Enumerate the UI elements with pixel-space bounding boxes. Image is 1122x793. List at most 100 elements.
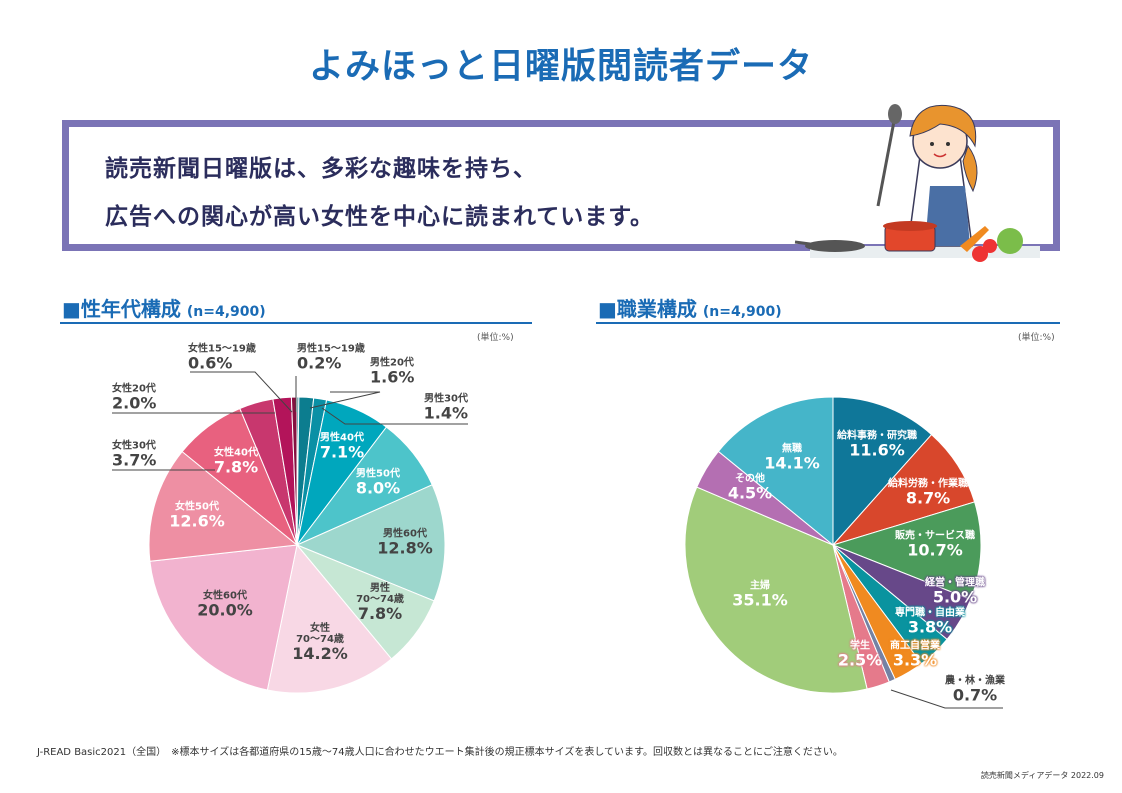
slice-label: 無職 14.1% — [764, 444, 820, 473]
slice-category: 無職 — [781, 443, 802, 455]
slice-category: 男性50代 — [356, 468, 400, 480]
slice-label: 女性 70～74歳 14.2% — [292, 623, 348, 663]
slice-category: 男性 70～74歳 — [356, 583, 404, 606]
leader-line — [309, 391, 381, 409]
slice-value: 2.0% — [112, 393, 157, 413]
slice-category: その他 — [735, 473, 765, 485]
section-divider — [60, 322, 532, 324]
pie-slice — [149, 544, 298, 691]
slice-label: 女性50代 12.6% — [169, 502, 225, 531]
slice-category: 女性50代 — [175, 501, 219, 513]
cooking-woman-illustration — [794, 104, 1040, 262]
slice-value: 7.8% — [213, 457, 259, 477]
slice-label: 商工自営業 3.3% — [890, 641, 940, 670]
slice-value: 5.0% — [932, 587, 978, 607]
slice-value: 20.0% — [197, 600, 253, 620]
unit-label: (単位:%) — [477, 333, 514, 343]
slice-value: 2.5% — [837, 650, 883, 670]
footnote: J-READ Basic2021（全国） ※標本サイズは各都道府県の15歳～74… — [37, 747, 843, 758]
slice-label: 学生 2.5% — [838, 641, 882, 670]
slice-category: 農・林・漁業 — [945, 675, 1005, 687]
pie-slice — [266, 543, 393, 694]
slice-label: 男性20代 1.6% — [370, 358, 414, 387]
slice-category: 女性40代 — [214, 447, 258, 459]
slice-category: 女性30代 — [112, 440, 156, 452]
section-divider — [596, 322, 1060, 324]
slice-value: 3.7% — [112, 450, 157, 470]
slice-label: 女性40代 7.8% — [214, 448, 258, 477]
leader-line — [321, 407, 468, 425]
slice-value: 7.1% — [319, 442, 365, 462]
slice-label: 女性20代 2.0% — [112, 384, 156, 413]
page-title: よみほっと日曜版閲読者データ — [308, 47, 813, 87]
section-title-gender-age: ■性年代構成 (n=4,900) — [62, 297, 266, 321]
message-line-2: 広告への関心が高い女性を中心に読まれています。 — [105, 204, 655, 230]
slice-value: 1.4% — [423, 403, 468, 423]
slice-category: 男性40代 — [320, 432, 364, 444]
slice-value: 0.6% — [188, 353, 233, 373]
slice-category: 男性60代 — [383, 528, 427, 540]
slice-category: 女性15～19歳 — [188, 343, 256, 355]
slice-value: 0.2% — [297, 353, 342, 373]
section-title-occupation: ■職業構成 (n=4,900) — [598, 297, 782, 321]
slice-label: 男性30代 1.4% — [424, 394, 468, 423]
slice-label: 男性 70～74歳 7.8% — [356, 583, 404, 623]
slice-category: 給料労務・作業職 — [888, 478, 968, 490]
slice-category: 専門職・自由業 — [895, 607, 965, 619]
slice-value: 3.8% — [907, 617, 953, 637]
slice-value: 10.7% — [907, 540, 963, 560]
slice-value: 35.1% — [732, 590, 788, 610]
slice-value: 4.5% — [727, 483, 773, 503]
pie-slice — [831, 501, 982, 601]
slice-value: 11.6% — [849, 440, 905, 460]
slice-category: 給料事務・研究職 — [837, 430, 917, 442]
unit-label: (単位:%) — [1018, 333, 1055, 343]
slice-label: その他 4.5% — [728, 474, 772, 503]
slice-value: 12.6% — [169, 511, 225, 531]
slice-label: 男性40代 7.1% — [320, 433, 364, 462]
slice-category: 女性 70～74歳 — [296, 623, 344, 646]
slice-category: 主婦 — [749, 580, 770, 592]
slice-category: 男性20代 — [370, 357, 414, 369]
leader-line — [190, 371, 293, 413]
slice-category: 販売・サービス職 — [895, 530, 975, 542]
slice-category: 男性30代 — [424, 393, 468, 405]
slice-label: 給料事務・研究職 11.6% — [837, 431, 917, 460]
slice-value: 1.6% — [370, 367, 415, 387]
slice-label: 男性60代 12.8% — [377, 529, 433, 558]
slice-value: 7.8% — [357, 604, 403, 624]
slice-value: 14.2% — [292, 644, 348, 664]
pie-slice — [295, 484, 446, 602]
pie-slice — [290, 396, 298, 546]
slice-label: 経営・管理職 5.0% — [925, 578, 985, 607]
slice-value: 8.0% — [355, 478, 401, 498]
slice-label: 給料労務・作業職 8.7% — [888, 479, 968, 508]
source-credit: 読売新聞メディアデータ 2022.09 — [980, 771, 1104, 780]
slice-value: 12.8% — [377, 538, 433, 558]
slice-label: 主婦 35.1% — [732, 581, 788, 610]
slice-label: 専門職・自由業 3.8% — [895, 608, 965, 637]
slice-value: 0.7% — [952, 685, 998, 705]
leader-line — [890, 689, 1003, 709]
slice-value: 3.3% — [892, 650, 938, 670]
slice-label: 農・林・漁業 0.7% — [945, 676, 1005, 705]
slice-category: 女性20代 — [112, 383, 156, 395]
slice-label: 女性30代 3.7% — [112, 441, 156, 470]
slice-label: 女性15～19歳 0.6% — [188, 344, 256, 373]
slice-value: 8.7% — [905, 488, 951, 508]
slice-label: 女性60代 20.0% — [197, 591, 253, 620]
message-line-1: 読売新聞日曜版は、多彩な趣味を持ち、 — [105, 156, 537, 182]
slice-value: 14.1% — [764, 453, 820, 473]
pie-slice — [832, 396, 933, 547]
pie-slice — [148, 450, 299, 562]
slice-category: 経営・管理職 — [925, 577, 985, 589]
pie-slice — [717, 396, 834, 547]
pie-slice — [684, 486, 868, 694]
slice-label: 男性15～19歳 0.2% — [297, 344, 365, 373]
slice-label: 販売・サービス職 10.7% — [895, 531, 975, 560]
slice-category: 商工自営業 — [890, 640, 940, 652]
slice-label: 男性50代 8.0% — [356, 469, 400, 498]
message-box: 読売新聞日曜版は、多彩な趣味を持ち、 広告への関心が高い女性を中心に読まれていま… — [62, 120, 1060, 251]
slice-category: 学生 — [850, 640, 870, 652]
